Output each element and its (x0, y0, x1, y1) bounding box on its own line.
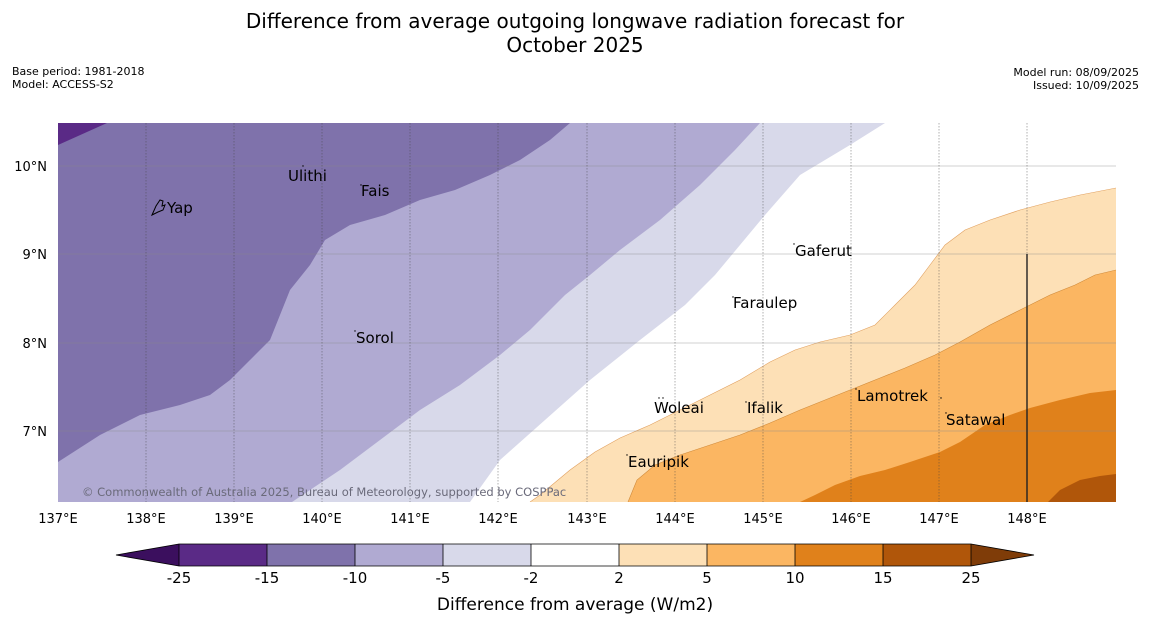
colorbar-segment (531, 544, 619, 566)
colorbar-extend-high (971, 544, 1034, 566)
copyright-notice: © Commonwealth of Australia 2025, Bureau… (82, 485, 566, 499)
lat-tick: 10°N (14, 160, 47, 175)
island-dots (302, 165, 947, 456)
colorbar-tick: 5 (702, 569, 712, 587)
colorbar-segment (707, 544, 795, 566)
band-minus15-minus10 (58, 123, 570, 462)
lon-tick: 147°E (919, 512, 959, 527)
place-label-yap: Yap (166, 199, 193, 217)
place-label-ulithi: Ulithi (288, 167, 327, 185)
colorbar-tick: -2 (524, 569, 539, 587)
colorbar-tick: -15 (255, 569, 280, 587)
colorbar-tick: -5 (436, 569, 451, 587)
colorbar-tick-labels: -25 -15 -10 -5 -2 2 5 10 15 25 (167, 569, 981, 587)
band-10-15 (800, 390, 1116, 502)
lon-tick: 148°E (1007, 512, 1047, 527)
lon-tick: 142°E (478, 512, 518, 527)
lon-tick: 137°E (38, 512, 78, 527)
colorbar-segment (443, 544, 531, 566)
lon-tick-labels: 137°E 138°E 139°E 140°E 141°E 142°E 143°… (38, 512, 1047, 527)
colorbar-segment (883, 544, 971, 566)
colorbar-segment (179, 544, 267, 566)
colorbar-tick: 10 (785, 569, 804, 587)
colorbar-tick: 15 (873, 569, 892, 587)
colorbar-dividers (178, 544, 972, 566)
place-label-satawal: Satawal (946, 411, 1005, 429)
issued-date: Issued: 10/09/2025 (1032, 79, 1139, 92)
model-name: Model: ACCESS-S2 (12, 78, 114, 91)
colorbar-tick: 25 (961, 569, 980, 587)
contour-line-5 (529, 187, 1116, 502)
title-line-1: Difference from average outgoing longwav… (245, 9, 905, 33)
lat-tick: 7°N (23, 425, 48, 440)
place-label-lamotrek: Lamotrek (857, 387, 928, 405)
place-labels: Yap Ulithi Fais Gaferut Faraulep Sorol W… (166, 167, 1005, 471)
colorbar-extend-low (116, 544, 179, 566)
lon-tick: 143°E (567, 512, 607, 527)
colorbar-segment (619, 544, 707, 566)
place-label-woleai: Woleai (654, 399, 704, 417)
place-label-fais: Fais (361, 182, 390, 200)
model-run: Model run: 08/09/2025 (1013, 66, 1139, 79)
lon-tick: 138°E (126, 512, 166, 527)
lon-gridlines (145, 123, 1028, 502)
meta-right: Model run: 08/09/2025 Issued: 10/09/2025 (1013, 66, 1139, 92)
lat-tick: 8°N (23, 337, 48, 352)
place-label-ifalik: Ifalik (747, 399, 783, 417)
lon-tick: 144°E (655, 512, 695, 527)
colorbar-segment (267, 544, 355, 566)
colorbar-tick: -10 (343, 569, 368, 587)
base-period: Base period: 1981-2018 (12, 65, 145, 78)
lat-tick: 9°N (23, 248, 48, 263)
title-line-2: October 2025 (506, 33, 644, 57)
place-label-sorol: Sorol (356, 329, 394, 347)
meta-left: Base period: 1981-2018 Model: ACCESS-S2 (12, 65, 144, 91)
map-title: Difference from average outgoing longwav… (0, 9, 1150, 57)
lon-tick: 146°E (831, 512, 871, 527)
place-label-eauripik: Eauripik (628, 453, 689, 471)
colorbar-tick: 2 (614, 569, 624, 587)
place-label-gaferut: Gaferut (795, 242, 852, 260)
lon-tick: 139°E (214, 512, 254, 527)
colorbar-segment (795, 544, 883, 566)
colorbar-tick: -25 (167, 569, 192, 587)
lon-tick: 141°E (390, 512, 430, 527)
colorbar-label: Difference from average (W/m2) (437, 595, 713, 615)
colorbar-segment (355, 544, 443, 566)
lat-tick-labels: 10°N 9°N 8°N 7°N (14, 160, 47, 440)
band-15-25 (1048, 474, 1116, 502)
lon-tick: 145°E (743, 512, 783, 527)
place-label-faraulep: Faraulep (733, 294, 797, 312)
lon-tick: 140°E (302, 512, 342, 527)
colorbar: -25 -15 -10 -5 -2 2 5 10 15 25 Differenc… (115, 543, 1035, 615)
yap-island-shape (150, 199, 166, 217)
band-minus25-minus15 (58, 123, 107, 145)
contour-line-10 (627, 269, 1116, 502)
